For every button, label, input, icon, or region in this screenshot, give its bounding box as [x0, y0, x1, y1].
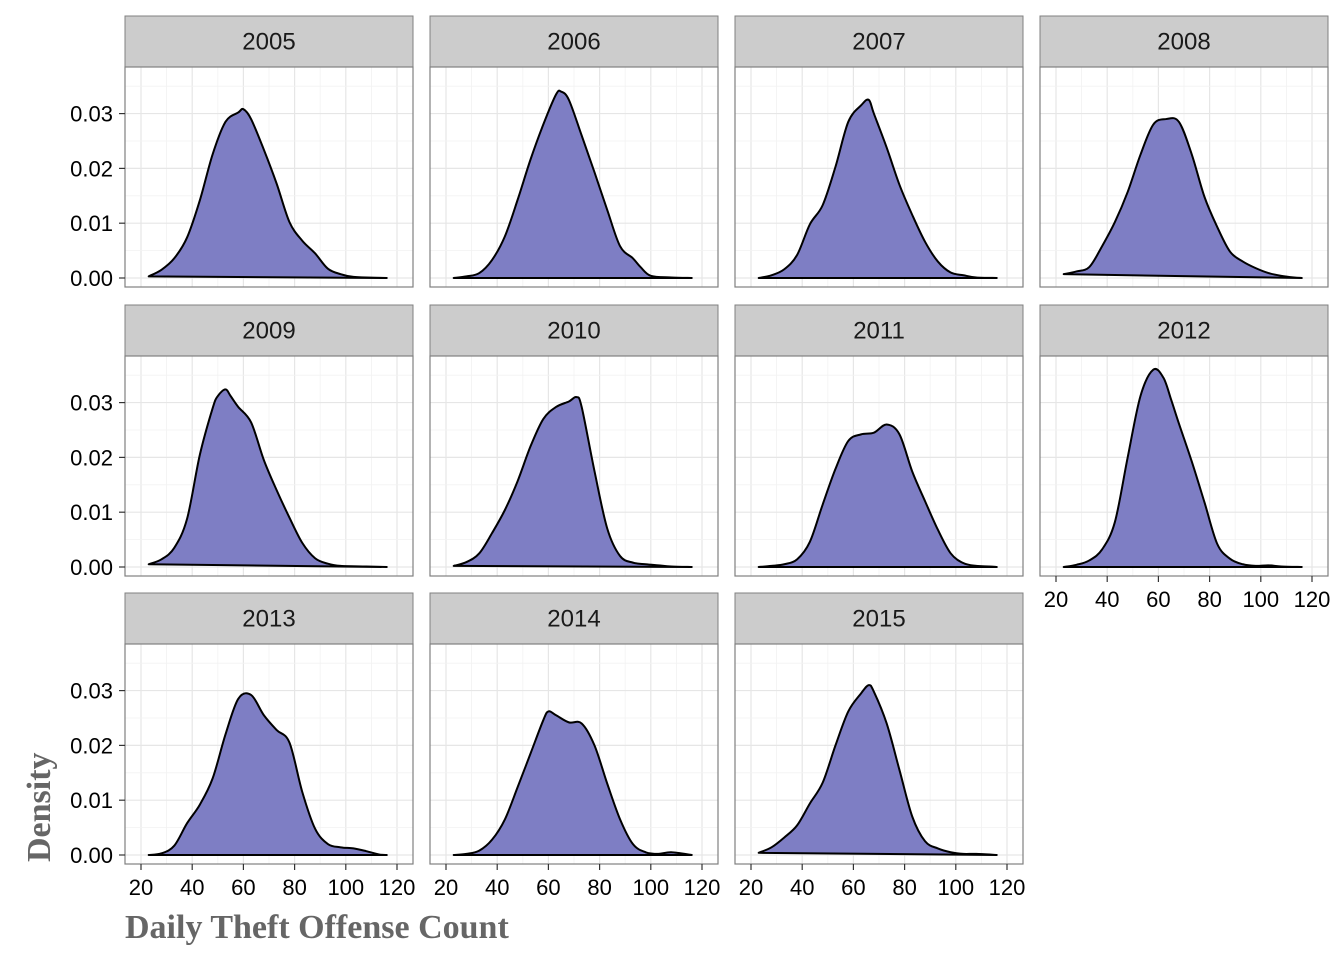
x-tick-label: 80	[892, 875, 916, 900]
facet-strip-label: 2008	[1157, 29, 1210, 56]
facet-strip	[429, 15, 719, 68]
y-tick-label: 0.03	[70, 391, 113, 416]
panel-border	[734, 66, 1024, 288]
y-tick-label: 0.02	[70, 733, 113, 758]
x-tick-label: 100	[937, 875, 974, 900]
x-tick-label: 120	[684, 875, 721, 900]
y-tick-label: 0.00	[70, 843, 113, 868]
panel-border	[429, 66, 719, 288]
panel-border	[734, 643, 1024, 865]
facet-strip-label: 2011	[853, 318, 905, 345]
x-tick-label: 120	[379, 875, 416, 900]
y-tick-label: 0.01	[70, 500, 113, 525]
y-tick-label: 0.00	[70, 266, 113, 291]
facet-panel-2010: 2010	[429, 304, 719, 577]
density-area-2010	[452, 395, 693, 568]
x-tick-label: 80	[1197, 587, 1221, 612]
facet-strip	[1039, 304, 1329, 357]
panel-border	[1039, 355, 1329, 577]
x-tick-label: 80	[282, 875, 306, 900]
x-axis-title: Daily Theft Offense Count	[125, 909, 509, 946]
y-tick-label: 0.03	[70, 102, 113, 127]
x-tick-label: 40	[180, 875, 204, 900]
x-tick-label: 20	[129, 875, 153, 900]
density-area-2012	[1062, 367, 1303, 568]
facet-panel-2013: 2013 0.00 0.01 0.02 0.03 20 40 60 80 100 120	[70, 592, 416, 900]
facet-strip-label: 2006	[547, 29, 600, 56]
facet-panel-2014: 2014 20 40 60 80 100 120	[429, 592, 721, 900]
density-area-2005	[147, 107, 388, 279]
y-tick-label: 0.02	[70, 445, 113, 470]
x-tick-label: 120	[1294, 587, 1331, 612]
x-tick-label: 60	[231, 875, 255, 900]
panel-border	[429, 355, 719, 577]
facet-strip	[124, 592, 414, 645]
x-tick-label: 40	[485, 875, 509, 900]
x-tick-label: 20	[1044, 587, 1068, 612]
density-area-2015	[757, 684, 998, 856]
x-tick-label: 100	[632, 875, 669, 900]
facet-panel-2006: 2006	[429, 15, 719, 288]
y-axis-title: Density	[21, 752, 58, 862]
panel-border	[124, 355, 414, 577]
panel-border	[429, 643, 719, 865]
facet-strip-label: 2014	[547, 606, 600, 633]
facet-strip	[429, 304, 719, 357]
density-area-2009	[147, 388, 388, 568]
density-area-2007	[757, 98, 998, 279]
facet-panel-2008: 2008	[1039, 15, 1329, 288]
facet-strip-label: 2005	[242, 29, 295, 56]
facet-strip-label: 2007	[852, 29, 905, 56]
facet-panel-2007: 2007	[734, 15, 1024, 288]
facet-panel-2011: 2011	[734, 304, 1024, 577]
x-tick-label: 120	[989, 875, 1026, 900]
density-area-2008	[1062, 117, 1303, 279]
density-area-2013	[147, 692, 388, 856]
facet-strip	[124, 15, 414, 68]
x-tick-label: 20	[434, 875, 458, 900]
facet-panel-2015: 2015 20 40 60 80 100 120	[734, 592, 1026, 900]
x-tick-label: 60	[841, 875, 865, 900]
panel-border	[1039, 66, 1329, 288]
facet-panel-2005: 2005 0.00 0.01 0.02 0.03	[70, 15, 414, 291]
panel-border	[124, 66, 414, 288]
facet-strip	[734, 15, 1024, 68]
facet-strip-label: 2012	[1157, 318, 1210, 345]
facet-panel-2012: 2012 20 40 60 80 100 120	[1039, 304, 1331, 612]
facet-strip	[1039, 15, 1329, 68]
x-tick-label: 60	[1146, 587, 1170, 612]
density-area-2014	[452, 710, 693, 856]
y-tick-label: 0.01	[70, 211, 113, 236]
y-tick-label: 0.03	[70, 679, 113, 704]
facet-strip	[124, 304, 414, 357]
facet-strip-label: 2009	[242, 318, 295, 345]
facet-strip-label: 2010	[547, 318, 600, 345]
x-tick-label: 80	[587, 875, 611, 900]
facet-strip	[734, 304, 1024, 357]
x-tick-label: 40	[790, 875, 814, 900]
density-area-2011	[757, 423, 998, 568]
panel-border	[734, 355, 1024, 577]
y-tick-label: 0.00	[70, 555, 113, 580]
y-tick-label: 0.01	[70, 788, 113, 813]
x-tick-label: 40	[1095, 587, 1119, 612]
facet-strip	[429, 592, 719, 645]
density-area-2006	[452, 89, 693, 279]
facet-strip-label: 2013	[242, 606, 295, 633]
x-tick-label: 60	[536, 875, 560, 900]
facet-panel-2009: 2009 0.00 0.01 0.02 0.03	[70, 304, 414, 580]
facet-strip-label: 2015	[852, 606, 905, 633]
x-tick-label: 20	[739, 875, 763, 900]
y-tick-label: 0.02	[70, 156, 113, 181]
x-tick-label: 100	[327, 875, 364, 900]
panel-border	[124, 643, 414, 865]
facet-strip	[734, 592, 1024, 645]
x-tick-label: 100	[1242, 587, 1279, 612]
